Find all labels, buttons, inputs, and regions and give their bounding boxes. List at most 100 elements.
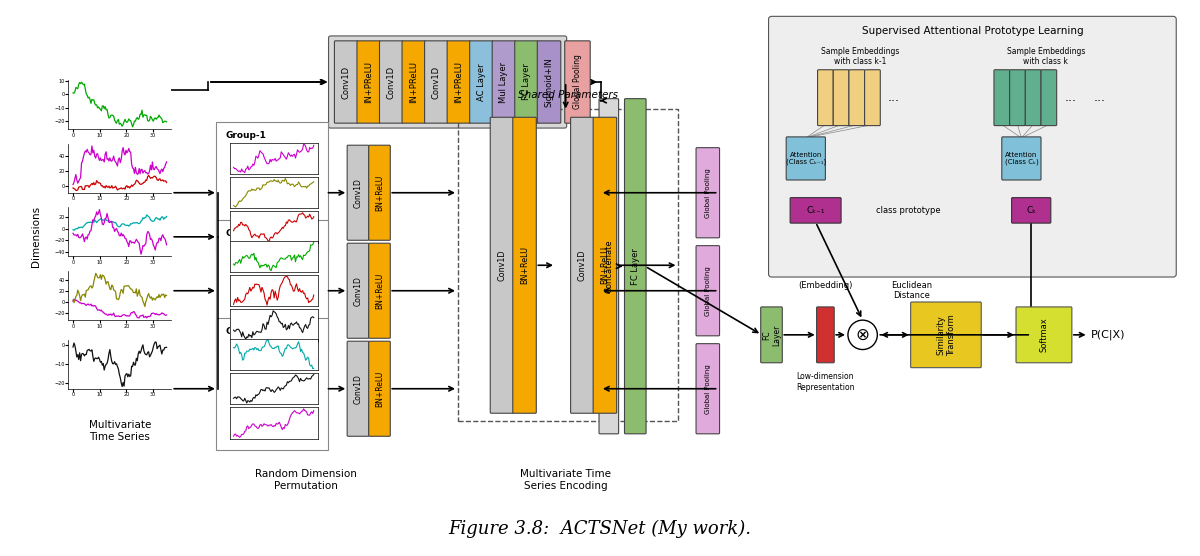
FancyBboxPatch shape bbox=[768, 16, 1176, 277]
FancyBboxPatch shape bbox=[599, 98, 619, 434]
FancyBboxPatch shape bbox=[571, 117, 594, 413]
Text: Multivariate
Time Series: Multivariate Time Series bbox=[89, 420, 151, 441]
Text: ⊗: ⊗ bbox=[856, 326, 870, 344]
FancyBboxPatch shape bbox=[790, 197, 841, 223]
Text: Mul Layer: Mul Layer bbox=[499, 61, 509, 102]
Text: Sample Embeddings
with class k-1: Sample Embeddings with class k-1 bbox=[821, 47, 899, 66]
Text: Cₖ₋₁: Cₖ₋₁ bbox=[806, 206, 824, 215]
FancyBboxPatch shape bbox=[833, 70, 848, 126]
FancyBboxPatch shape bbox=[347, 341, 368, 436]
FancyBboxPatch shape bbox=[1016, 307, 1072, 363]
FancyBboxPatch shape bbox=[593, 117, 617, 413]
FancyBboxPatch shape bbox=[1002, 137, 1042, 180]
Text: BN+ReLU: BN+ReLU bbox=[520, 246, 529, 284]
Text: Softmax: Softmax bbox=[1039, 317, 1049, 352]
Text: Attention
(Class Cₖ₋₁): Attention (Class Cₖ₋₁) bbox=[786, 152, 826, 165]
Text: Random Dimension
Permutation: Random Dimension Permutation bbox=[256, 469, 356, 491]
Text: Shared Parameters: Shared Parameters bbox=[518, 90, 618, 100]
Text: Global Pooling: Global Pooling bbox=[704, 266, 710, 316]
Text: BN+ReLU: BN+ReLU bbox=[376, 272, 384, 309]
Text: Conv1D: Conv1D bbox=[498, 250, 506, 281]
Text: Figure 3.8:  ACTSNet (My work).: Figure 3.8: ACTSNet (My work). bbox=[449, 520, 751, 538]
Text: BN+ReLU: BN+ReLU bbox=[376, 371, 384, 407]
Text: P(C|X): P(C|X) bbox=[1091, 330, 1124, 340]
FancyBboxPatch shape bbox=[696, 344, 720, 434]
FancyBboxPatch shape bbox=[624, 98, 646, 434]
Text: Euclidean
Distance: Euclidean Distance bbox=[892, 281, 932, 300]
Text: BN+ReLU: BN+ReLU bbox=[600, 246, 610, 284]
Text: Concatenate: Concatenate bbox=[605, 240, 613, 293]
FancyBboxPatch shape bbox=[848, 70, 864, 126]
FancyBboxPatch shape bbox=[761, 307, 782, 363]
FancyBboxPatch shape bbox=[786, 137, 826, 180]
Text: Conv1D: Conv1D bbox=[354, 276, 362, 306]
Text: (Embedding): (Embedding) bbox=[798, 281, 852, 290]
Text: Conv1D: Conv1D bbox=[354, 178, 362, 208]
FancyBboxPatch shape bbox=[329, 36, 566, 128]
FancyBboxPatch shape bbox=[911, 302, 982, 368]
FancyBboxPatch shape bbox=[356, 41, 380, 123]
Text: AC Layer: AC Layer bbox=[476, 63, 486, 101]
FancyBboxPatch shape bbox=[817, 70, 833, 126]
FancyBboxPatch shape bbox=[469, 41, 493, 123]
Text: Group-1: Group-1 bbox=[226, 131, 266, 141]
FancyBboxPatch shape bbox=[1012, 197, 1051, 223]
Text: IN+PReLU: IN+PReLU bbox=[455, 61, 463, 103]
Text: IN+PReLU: IN+PReLU bbox=[409, 61, 419, 103]
Text: Sigmoid+IN: Sigmoid+IN bbox=[545, 57, 553, 107]
Text: Supervised Attentional Prototype Learning: Supervised Attentional Prototype Learnin… bbox=[862, 26, 1084, 36]
Text: Low-dimension
Representation: Low-dimension Representation bbox=[796, 372, 854, 391]
Text: BN+ReLU: BN+ReLU bbox=[376, 175, 384, 211]
Text: Global Pooling: Global Pooling bbox=[572, 54, 582, 110]
FancyBboxPatch shape bbox=[448, 41, 470, 123]
FancyBboxPatch shape bbox=[216, 318, 328, 449]
FancyBboxPatch shape bbox=[402, 41, 426, 123]
FancyBboxPatch shape bbox=[492, 41, 516, 123]
FancyBboxPatch shape bbox=[347, 243, 368, 338]
Text: Cₖ: Cₖ bbox=[1026, 206, 1037, 215]
FancyBboxPatch shape bbox=[491, 117, 514, 413]
FancyBboxPatch shape bbox=[335, 41, 358, 123]
Text: Conv1D: Conv1D bbox=[386, 66, 396, 98]
FancyBboxPatch shape bbox=[816, 307, 834, 363]
Text: ...: ... bbox=[888, 91, 900, 104]
Text: FC
Layer: FC Layer bbox=[762, 324, 781, 345]
FancyBboxPatch shape bbox=[696, 246, 720, 336]
Text: ...: ... bbox=[1094, 91, 1106, 104]
FancyBboxPatch shape bbox=[1042, 70, 1057, 126]
Text: IN+PReLU: IN+PReLU bbox=[365, 61, 373, 103]
Text: FC Layer: FC Layer bbox=[522, 63, 530, 101]
Text: Global Pooling: Global Pooling bbox=[704, 168, 710, 217]
Text: Conv1D: Conv1D bbox=[354, 374, 362, 404]
FancyBboxPatch shape bbox=[864, 70, 881, 126]
FancyBboxPatch shape bbox=[368, 341, 390, 436]
Text: Conv1D: Conv1D bbox=[342, 66, 350, 98]
FancyBboxPatch shape bbox=[425, 41, 448, 123]
Text: Group-3: Group-3 bbox=[226, 327, 266, 336]
FancyBboxPatch shape bbox=[379, 41, 403, 123]
FancyBboxPatch shape bbox=[565, 41, 590, 123]
Text: class prototype: class prototype bbox=[876, 206, 941, 215]
FancyBboxPatch shape bbox=[347, 145, 368, 240]
Text: Group-2: Group-2 bbox=[226, 230, 266, 239]
FancyBboxPatch shape bbox=[216, 220, 328, 351]
FancyBboxPatch shape bbox=[216, 122, 328, 254]
FancyBboxPatch shape bbox=[368, 145, 390, 240]
FancyBboxPatch shape bbox=[994, 70, 1009, 126]
Text: Conv1D: Conv1D bbox=[432, 66, 440, 98]
FancyBboxPatch shape bbox=[515, 41, 539, 123]
FancyBboxPatch shape bbox=[368, 243, 390, 338]
Text: Dimensions: Dimensions bbox=[31, 206, 42, 267]
Text: FC Layer: FC Layer bbox=[631, 248, 640, 285]
FancyBboxPatch shape bbox=[538, 41, 560, 123]
FancyBboxPatch shape bbox=[512, 117, 536, 413]
Text: Multivariate Time
Series Encoding: Multivariate Time Series Encoding bbox=[521, 469, 611, 491]
Text: Conv1D: Conv1D bbox=[578, 250, 587, 281]
Text: Attention
(Class Cₖ): Attention (Class Cₖ) bbox=[1004, 152, 1038, 165]
Text: Sample Embeddings
with class k: Sample Embeddings with class k bbox=[1007, 47, 1085, 66]
Text: Similarity
Transform: Similarity Transform bbox=[936, 314, 955, 356]
Text: ...: ... bbox=[1064, 91, 1076, 104]
Text: Global Pooling: Global Pooling bbox=[704, 364, 710, 414]
FancyBboxPatch shape bbox=[1025, 70, 1042, 126]
FancyBboxPatch shape bbox=[696, 148, 720, 238]
